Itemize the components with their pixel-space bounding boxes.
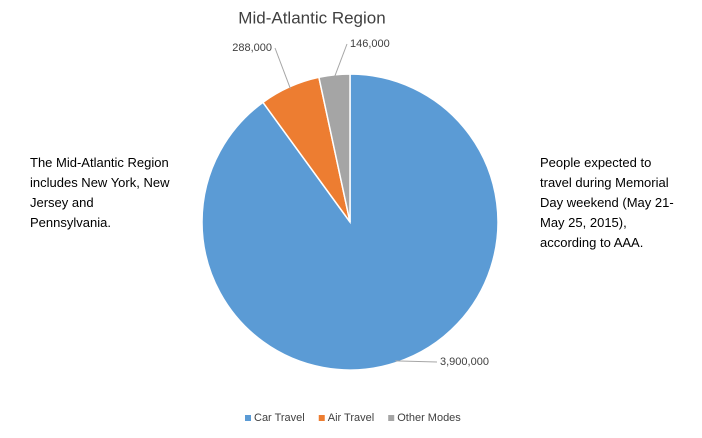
legend-label: Car Travel [254, 412, 305, 424]
data-label: 3,900,000 [440, 356, 489, 368]
legend-swatch [388, 415, 395, 421]
legend-label: Other Modes [397, 412, 461, 424]
chart-title: Mid-Atlantic Region [238, 8, 385, 27]
leader-line [274, 47, 291, 89]
legend-swatch [245, 415, 251, 421]
legend-swatch [318, 415, 325, 421]
leader-line [334, 43, 348, 77]
legend-label: Air Travel [328, 412, 374, 424]
data-label: 288,000 [232, 42, 272, 54]
leader-line [395, 360, 438, 363]
pie-slice [318, 73, 351, 223]
annotation: People expected to travel during Memoria… [540, 155, 674, 250]
data-label: 146,000 [350, 38, 390, 50]
annotation: The Mid-Atlantic Region includes New Yor… [30, 155, 170, 230]
